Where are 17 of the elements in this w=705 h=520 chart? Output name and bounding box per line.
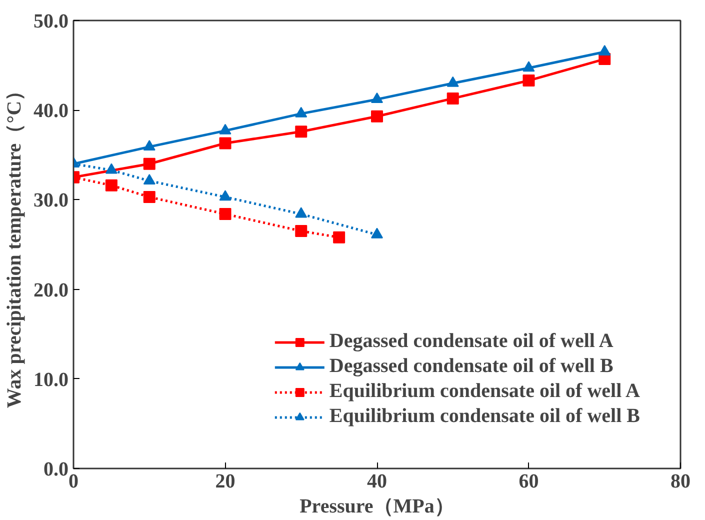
y-tick-label: 50.0	[34, 10, 68, 32]
y-tick-label: 20.0	[34, 279, 68, 302]
y-axis-title: Wax precipitation temperature（°C）	[4, 80, 26, 408]
x-tick-label: 60	[518, 470, 539, 492]
legend-label: Degassed condensate oil of well A	[329, 330, 614, 353]
y-tick-label: 30.0	[34, 190, 68, 212]
y-tick-label: 40.0	[34, 100, 68, 122]
legend-label: Equilibrium condensate oil of well B	[329, 405, 640, 428]
x-axis-title: Pressure（MPa）	[300, 496, 454, 518]
legend-label: Degassed condensate oil of well B	[329, 355, 614, 378]
x-tick-label: 40	[367, 470, 387, 492]
x-tick-label: 20	[215, 470, 236, 492]
y-tick-label: 10.0	[34, 368, 68, 391]
x-tick-label: 0	[68, 470, 78, 492]
legend-label: Equilibrium condensate oil of well A	[329, 380, 640, 403]
x-tick-label: 80	[670, 470, 690, 492]
y-tick-label: 0.0	[44, 458, 68, 480]
